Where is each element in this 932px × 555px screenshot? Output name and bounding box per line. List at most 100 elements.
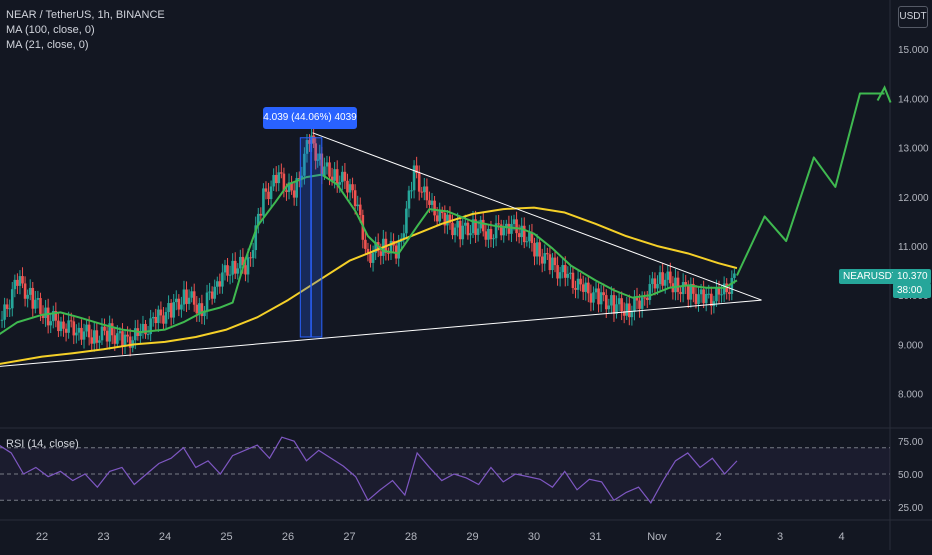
candle-body bbox=[481, 219, 485, 232]
candle-body bbox=[615, 304, 618, 314]
candle-body bbox=[118, 331, 122, 334]
candle-body bbox=[174, 298, 178, 303]
candle-body bbox=[528, 232, 531, 242]
candle-body bbox=[105, 330, 109, 342]
candle-body bbox=[584, 282, 588, 292]
candle-body bbox=[505, 223, 508, 228]
candle-body bbox=[443, 212, 447, 226]
legend-ma21[interactable]: MA (21, close, 0) bbox=[6, 39, 89, 51]
candle-body bbox=[256, 213, 260, 226]
candle-body bbox=[51, 311, 55, 322]
candle-body bbox=[733, 273, 736, 278]
candle-body bbox=[75, 332, 78, 336]
candle-body bbox=[699, 289, 703, 295]
candle-body bbox=[18, 276, 22, 286]
candle-body bbox=[28, 287, 32, 295]
candle-body bbox=[149, 318, 152, 335]
candle-body bbox=[566, 273, 570, 278]
candle-body bbox=[108, 323, 111, 342]
candle-body bbox=[538, 242, 541, 257]
candle-body bbox=[236, 268, 240, 274]
candle-body bbox=[410, 190, 413, 192]
candle-body bbox=[128, 336, 132, 348]
candle-body bbox=[587, 282, 590, 294]
candle-body bbox=[720, 294, 723, 296]
candle-body bbox=[461, 225, 465, 240]
candle-body bbox=[599, 292, 603, 305]
candle-body bbox=[198, 303, 201, 314]
candle-body bbox=[323, 166, 326, 177]
candle-body bbox=[561, 265, 564, 273]
candle-body bbox=[420, 191, 424, 193]
candle-body bbox=[612, 295, 616, 314]
candle-body bbox=[264, 188, 268, 192]
candle-body bbox=[87, 324, 91, 338]
candle-body bbox=[438, 210, 441, 222]
candle-body bbox=[638, 300, 641, 309]
candle-body bbox=[210, 291, 214, 299]
candle-body bbox=[464, 222, 467, 226]
candle-body bbox=[121, 331, 124, 346]
candle-body bbox=[387, 252, 390, 254]
candle-body bbox=[686, 285, 690, 300]
candle-body bbox=[525, 241, 529, 243]
candle-body bbox=[435, 215, 439, 222]
candle-body bbox=[241, 256, 245, 266]
candle-body bbox=[402, 233, 406, 239]
countdown-badge: 38:00 bbox=[893, 283, 931, 298]
candle-body bbox=[308, 140, 311, 144]
candle-body bbox=[92, 330, 96, 344]
currency-button[interactable]: USDT bbox=[898, 6, 928, 28]
x-tick-label: 28 bbox=[405, 531, 417, 543]
candle-body bbox=[285, 190, 288, 193]
candle-body bbox=[314, 143, 317, 161]
x-tick-label: 23 bbox=[97, 531, 109, 543]
y-tick-label: 11.000 bbox=[898, 242, 928, 253]
candle-body bbox=[0, 319, 4, 321]
candle-body bbox=[348, 184, 352, 193]
candle-body bbox=[269, 186, 273, 200]
legend-ma100[interactable]: MA (100, close, 0) bbox=[6, 24, 95, 36]
legend: NEAR / TetherUS, 1h, BINANCE MA (100, cl… bbox=[6, 8, 165, 53]
candle-body bbox=[228, 274, 232, 276]
candle-body bbox=[267, 191, 270, 200]
candle-body bbox=[489, 228, 493, 240]
candle-body bbox=[192, 291, 196, 305]
candle-body bbox=[13, 279, 17, 290]
candle-body bbox=[694, 293, 698, 304]
x-tick-label: 3 bbox=[777, 531, 783, 543]
candle-body bbox=[405, 208, 408, 234]
candle-body bbox=[249, 257, 252, 259]
candle-body bbox=[533, 243, 536, 257]
candle-body bbox=[62, 321, 65, 329]
candle-body bbox=[103, 326, 106, 331]
candle-body bbox=[280, 172, 283, 174]
legend-rsi[interactable]: RSI (14, close) bbox=[6, 438, 79, 450]
x-tick-label: 4 bbox=[838, 531, 844, 543]
candle-body bbox=[469, 233, 472, 236]
candle-body bbox=[628, 303, 631, 318]
candle-body bbox=[164, 312, 168, 324]
candle-body bbox=[663, 279, 667, 286]
candle-body bbox=[239, 256, 242, 269]
candle-body bbox=[333, 169, 336, 181]
candle-body bbox=[251, 250, 255, 259]
candle-body bbox=[666, 271, 670, 280]
candle-body bbox=[144, 323, 147, 335]
candle-body bbox=[715, 288, 718, 302]
candle-body bbox=[484, 231, 488, 240]
rsi-tick-label: 75.00 bbox=[898, 437, 923, 448]
legend-symbol[interactable]: NEAR / TetherUS, 1h, BINANCE bbox=[6, 9, 165, 21]
candle-body bbox=[290, 182, 293, 191]
candle-body bbox=[702, 289, 705, 304]
candle-body bbox=[274, 174, 278, 184]
candle-body bbox=[77, 327, 81, 333]
candle-body bbox=[517, 233, 521, 238]
candle-body bbox=[456, 220, 459, 228]
candle-body bbox=[26, 294, 29, 299]
candle-body bbox=[3, 304, 6, 320]
candle-body bbox=[620, 298, 623, 312]
candle-body bbox=[448, 214, 452, 223]
